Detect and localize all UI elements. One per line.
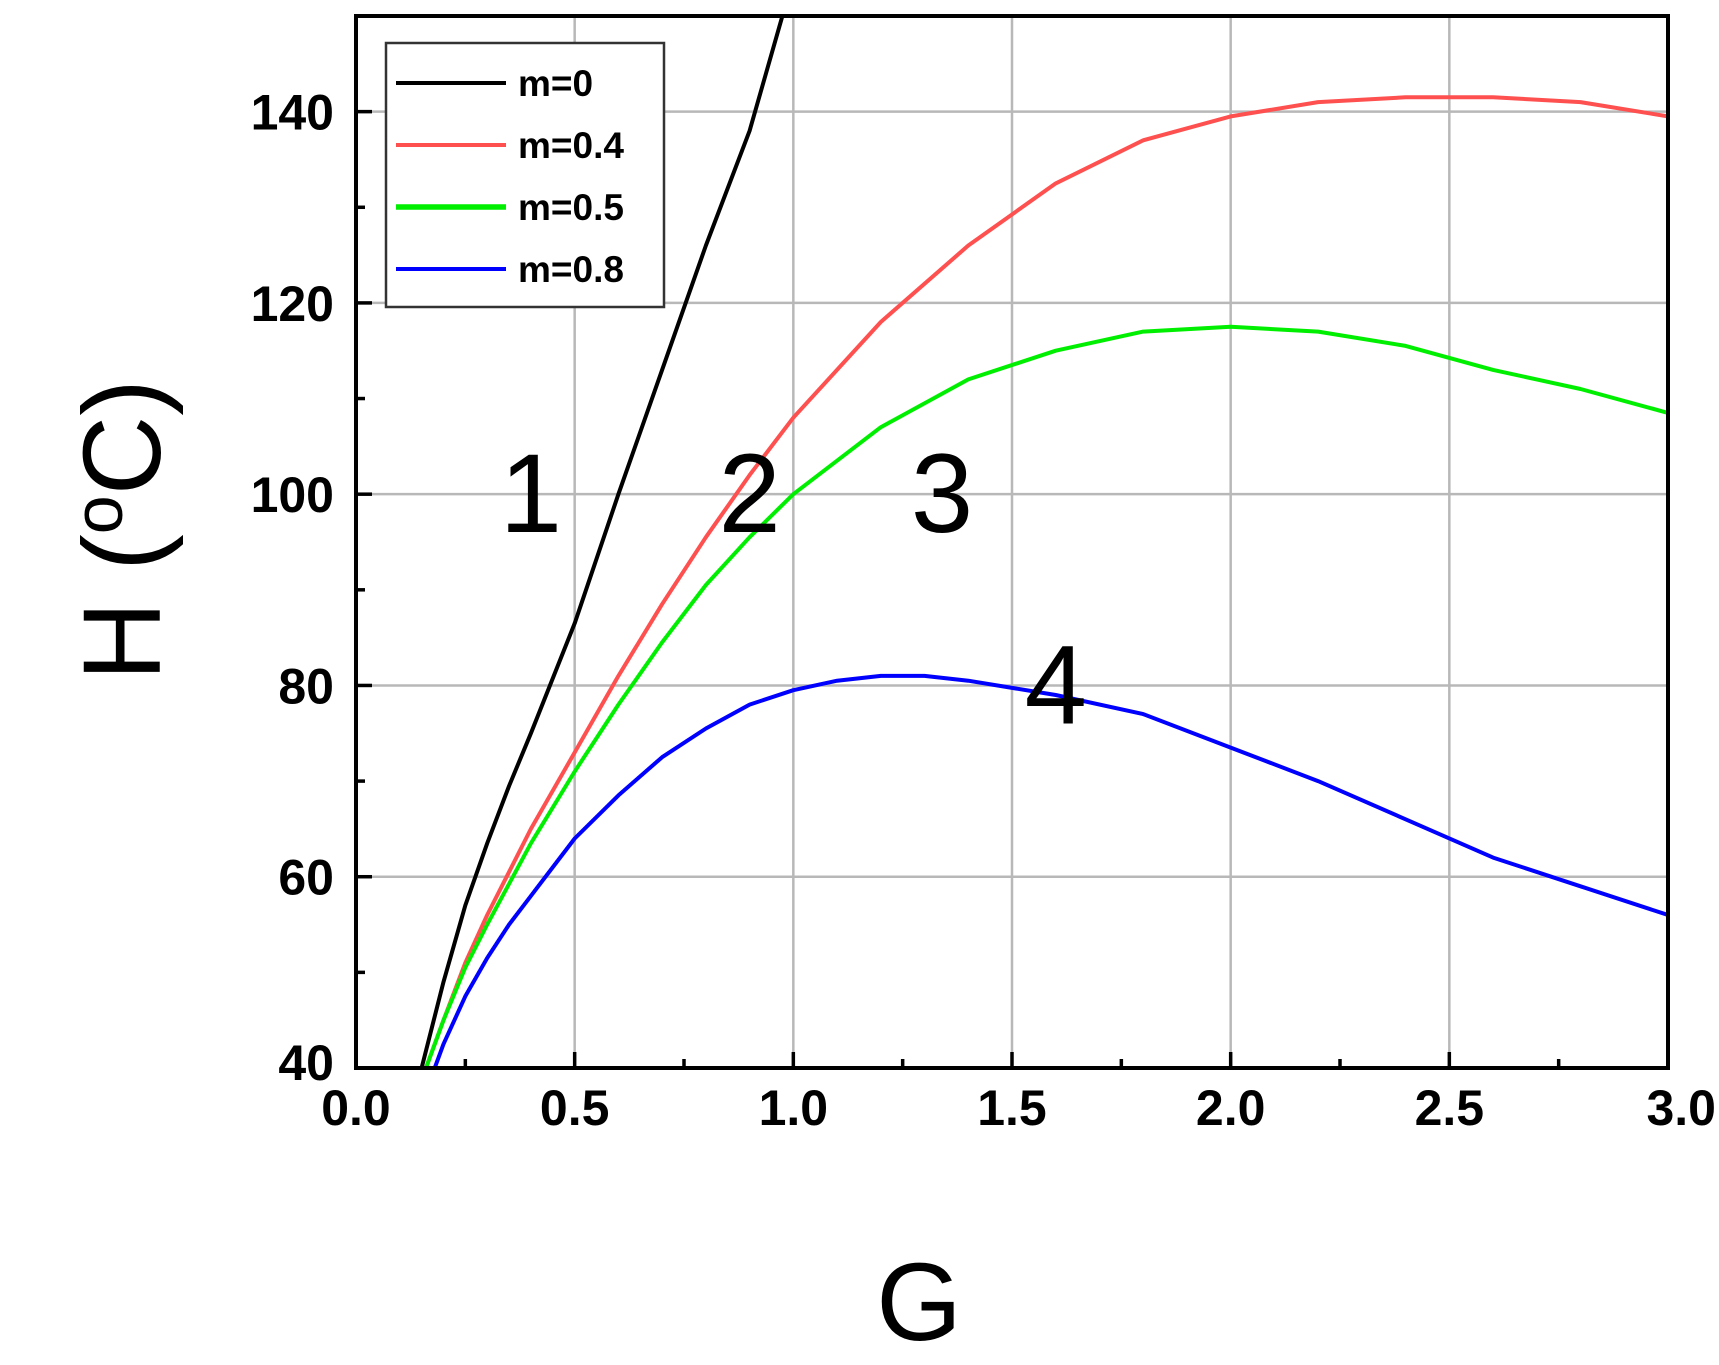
region-label-4: 4 bbox=[1025, 622, 1087, 747]
series-lines bbox=[419, 16, 1668, 1068]
legend-label: m=0.4 bbox=[518, 125, 624, 166]
x-tick-label: 1.0 bbox=[759, 1080, 829, 1136]
region-labels: 1 2 34 bbox=[500, 431, 1087, 747]
region-label-3: 3 bbox=[911, 431, 973, 556]
x-tick-label: 2.0 bbox=[1196, 1080, 1266, 1136]
y-tick-label: 80 bbox=[278, 658, 334, 714]
legend-label: m=0.8 bbox=[518, 249, 624, 290]
region-label-1: 1 bbox=[500, 431, 562, 556]
axis-ticks bbox=[354, 109, 1670, 1070]
y-tick-label: 40 bbox=[278, 1035, 334, 1091]
legend-label: m=0.5 bbox=[518, 187, 624, 228]
y-axis-title-superscript: o bbox=[59, 495, 137, 534]
x-tick-label: 0.5 bbox=[540, 1080, 610, 1136]
x-tick-label: 0.0 bbox=[321, 1080, 391, 1136]
legend-box bbox=[384, 41, 666, 309]
y-tick-label: 100 bbox=[251, 467, 334, 523]
grid bbox=[356, 16, 1668, 1068]
region-label-2: 2 bbox=[718, 431, 780, 556]
y-axis-title-main: H ( bbox=[61, 534, 184, 681]
series-line-m-0-8 bbox=[432, 673, 1668, 1068]
series-line-m-0-5 bbox=[424, 324, 1668, 1068]
legend: m=0 m=0.4 m=0.5 m=0.8 bbox=[384, 41, 666, 309]
x-tick-label: 2.5 bbox=[1415, 1080, 1485, 1136]
legend-items: m=0 m=0.4 m=0.5 m=0.8 bbox=[396, 63, 624, 290]
x-tick-label: 1.5 bbox=[977, 1080, 1047, 1136]
x-tick-labels: 0.0 0.5 1.0 1.5 2.0 2.5 3.0 bbox=[321, 1080, 1716, 1136]
y-axis-title-end: C) bbox=[61, 379, 184, 495]
y-axis-title: H (oC) bbox=[59, 379, 184, 681]
y-tick-labels: 40 60 80 100 120 140 bbox=[251, 85, 334, 1091]
legend-label: m=0 bbox=[518, 63, 593, 104]
x-axis-title: G bbox=[876, 1241, 962, 1364]
y-tick-label: 120 bbox=[251, 276, 334, 332]
series-line-m-0 bbox=[419, 16, 785, 1068]
series-line-m-0-4 bbox=[424, 95, 1668, 1068]
y-tick-label: 140 bbox=[251, 85, 334, 141]
x-tick-label: 3.0 bbox=[1646, 1080, 1716, 1136]
y-tick-label: 60 bbox=[278, 850, 334, 906]
